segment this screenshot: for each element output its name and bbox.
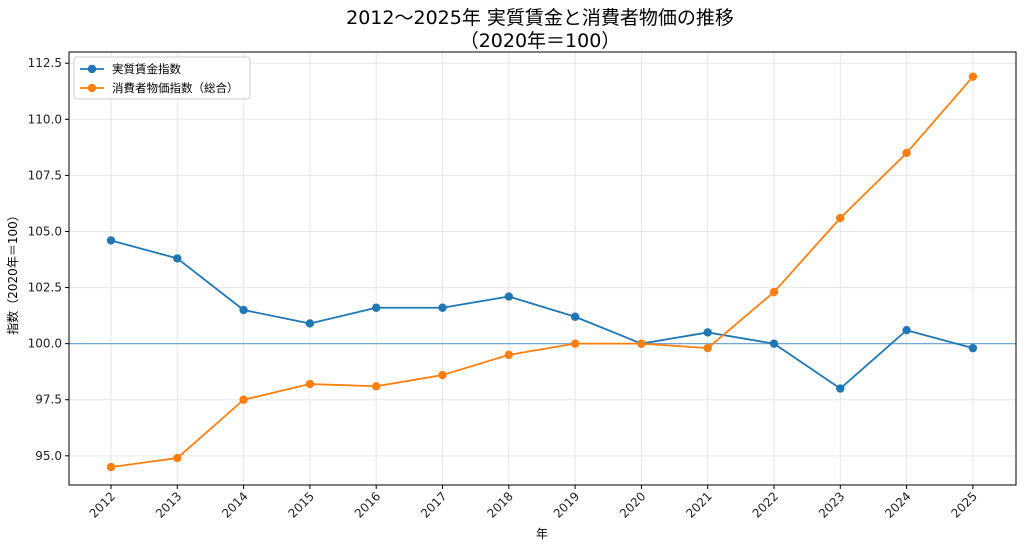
x-tick-label: 2013	[153, 489, 184, 520]
series-1-point	[968, 72, 978, 81]
y-axis-label: 指数（2020年＝100）	[5, 209, 20, 334]
legend-box	[73, 56, 251, 100]
series-1-point	[372, 382, 381, 391]
series-1-point	[504, 350, 513, 360]
x-tick-label: 2018	[484, 489, 515, 520]
series-1-point	[106, 462, 116, 472]
x-tick-label: 2017	[418, 489, 449, 520]
series-0-point	[570, 312, 580, 321]
series-1-point	[305, 379, 315, 389]
series-line-1	[110, 76, 974, 468]
x-tick-label: 2022	[750, 489, 781, 520]
grid	[69, 52, 1016, 485]
legend-label-real-wage: 実質賃金指数	[112, 62, 181, 76]
x-tick-label: 2015	[286, 489, 317, 520]
y-tick-label: 105.0	[28, 224, 62, 238]
x-tick-label: 2012	[87, 489, 118, 520]
x-axis-label: 年	[536, 527, 548, 541]
series-0-point	[968, 343, 978, 353]
x-tick-label: 2019	[551, 489, 582, 520]
series-0-point	[173, 254, 182, 263]
legend: 実質賃金指数 消費者物価指数（総合）	[73, 56, 251, 100]
series-1-point	[769, 287, 779, 297]
series-0-point	[305, 319, 315, 328]
y-tick-label: 110.0	[28, 112, 62, 126]
legend-marker-real-wage	[87, 64, 97, 74]
y-tick-label: 112.5	[28, 56, 62, 70]
series-0-point	[239, 305, 248, 315]
series-0-point	[438, 303, 447, 312]
chart-subtitle: （2020年＝100）	[460, 30, 621, 52]
series-1-point	[902, 148, 911, 158]
series-1-point	[438, 370, 447, 380]
series-0-point	[769, 339, 779, 348]
y-tick-label: 102.5	[28, 281, 62, 295]
series-0-point	[372, 303, 381, 312]
x-tick-label: 2016	[352, 489, 383, 520]
series-0-point	[902, 325, 911, 335]
series-1-point	[239, 395, 248, 404]
x-tick-label: 2025	[949, 489, 980, 520]
x-tick-label: 2023	[816, 489, 847, 520]
x-tick-label: 2021	[683, 489, 714, 520]
legend-marker-cpi	[87, 83, 97, 93]
series-0-point	[106, 236, 116, 245]
plot-frame	[68, 51, 1017, 486]
series-1-point	[703, 343, 712, 353]
series-1-point	[173, 453, 182, 463]
x-tick-label: 2024	[882, 489, 913, 520]
y-tick-label: 97.5	[35, 393, 62, 407]
y-tick-label: 95.0	[35, 449, 62, 463]
series-line-0	[110, 239, 974, 390]
series-0-point	[504, 292, 513, 301]
y-axis: 95.0 97.5 100.0 102.5 105.0 107.5 110.0 112.5	[28, 56, 69, 463]
chart-title: 2012〜2025年 実質賃金と消費者物価の推移	[346, 7, 734, 29]
y-tick-label: 100.0	[28, 337, 62, 351]
x-tick-label: 2014	[219, 489, 250, 520]
legend-label-cpi: 消費者物価指数（総合）	[112, 81, 239, 95]
x-axis: 2012 2013 2014 2015 2016 2017 2018 2019 2020 2021…	[87, 485, 980, 521]
series-0-point	[703, 328, 712, 337]
series-1-point	[637, 339, 646, 348]
series-group	[106, 72, 978, 472]
series-1-point	[570, 339, 580, 348]
x-tick-label: 2020	[617, 489, 648, 520]
series-1-point	[836, 213, 845, 223]
series-0-point	[836, 384, 845, 393]
y-tick-label: 107.5	[28, 168, 62, 182]
